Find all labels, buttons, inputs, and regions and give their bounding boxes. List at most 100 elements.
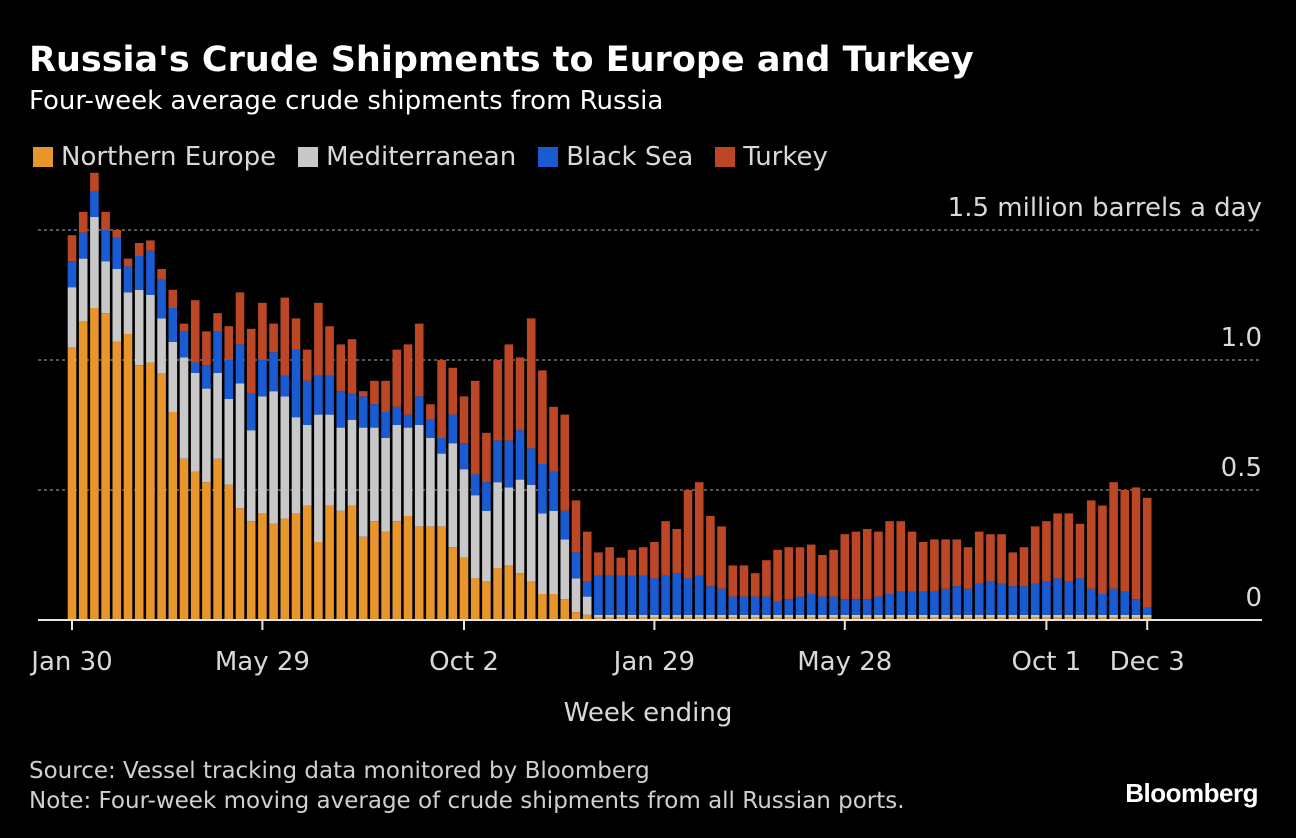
bar-segment bbox=[672, 573, 682, 615]
bar-segment bbox=[717, 588, 726, 615]
bar-segment bbox=[605, 547, 614, 576]
bar-segment bbox=[224, 326, 234, 360]
bar-segment bbox=[874, 596, 883, 615]
bar-segment bbox=[538, 594, 547, 620]
bar-segment bbox=[862, 614, 872, 618]
bar-segment bbox=[773, 549, 782, 602]
bar-segment bbox=[157, 318, 166, 373]
bar-segment bbox=[930, 591, 939, 615]
bar-segment bbox=[101, 211, 110, 230]
bar-segment bbox=[885, 614, 894, 618]
bar-segment bbox=[594, 552, 603, 576]
bar-segment bbox=[941, 588, 950, 615]
bar-segment bbox=[818, 596, 827, 615]
bar-segment bbox=[515, 479, 525, 574]
bar-segment bbox=[269, 323, 278, 353]
bar-segment bbox=[784, 614, 794, 618]
bar-segment bbox=[179, 458, 189, 620]
bar-segment bbox=[258, 302, 267, 360]
bar-segment bbox=[694, 614, 704, 618]
bar-segment bbox=[739, 565, 749, 597]
bar-segment bbox=[851, 599, 861, 615]
bar-segment bbox=[997, 614, 1006, 618]
bar-segment bbox=[1142, 614, 1152, 618]
y-tick-label: 1.0 bbox=[1221, 323, 1262, 353]
bar-segment bbox=[694, 575, 704, 615]
bar-segment bbox=[784, 547, 794, 600]
bar-segment bbox=[168, 308, 178, 342]
bar-segment bbox=[1131, 599, 1141, 615]
bar-segment bbox=[851, 531, 861, 600]
bar-segment bbox=[134, 243, 144, 256]
bar-segment bbox=[470, 578, 480, 620]
bar-segment bbox=[840, 617, 850, 620]
bar-segment bbox=[370, 521, 379, 620]
bar-segment bbox=[134, 289, 144, 366]
bar-segment bbox=[974, 617, 984, 620]
bar-segment bbox=[459, 396, 469, 444]
bar-segment bbox=[1086, 617, 1096, 620]
legend-label: Black Sea bbox=[566, 142, 694, 172]
bar-segment bbox=[974, 614, 984, 618]
bar-segment bbox=[762, 617, 771, 620]
bar-segment bbox=[1075, 578, 1085, 615]
bar-segment bbox=[974, 583, 984, 615]
bar-segment bbox=[403, 344, 413, 415]
bar-segment bbox=[1075, 523, 1085, 579]
bar-segment bbox=[482, 482, 491, 511]
bar-segment bbox=[101, 261, 110, 314]
bar-segment bbox=[986, 614, 995, 618]
bar-segment bbox=[616, 575, 626, 615]
bar-segment bbox=[459, 469, 469, 558]
bar-segment bbox=[459, 443, 469, 470]
bar-segment bbox=[448, 367, 458, 415]
bar-segment bbox=[1086, 614, 1096, 618]
bar-segment bbox=[851, 614, 861, 618]
bar-segment bbox=[582, 581, 592, 597]
bar-segment bbox=[280, 396, 290, 519]
bar-segment bbox=[67, 347, 77, 620]
bar-segment bbox=[291, 513, 301, 620]
bar-segment bbox=[773, 614, 782, 618]
bar-segment bbox=[560, 539, 570, 600]
bar-segment bbox=[762, 614, 771, 618]
bar-segment bbox=[549, 406, 558, 472]
bar-segment bbox=[235, 508, 245, 620]
bar-segment bbox=[1086, 588, 1096, 615]
bar-segment bbox=[1109, 614, 1118, 618]
bar-segment bbox=[605, 575, 614, 615]
bar-segment bbox=[885, 521, 894, 594]
bar-segment bbox=[224, 360, 234, 399]
bar-segment bbox=[123, 258, 133, 267]
bar-segment bbox=[1131, 614, 1141, 618]
bar-segment bbox=[123, 334, 133, 620]
bar-segment bbox=[560, 599, 570, 620]
bar-segment bbox=[157, 269, 166, 280]
bar-segment bbox=[907, 614, 917, 618]
bar-segment bbox=[829, 617, 838, 620]
bar-segment bbox=[784, 599, 794, 615]
chart-title: Russia's Crude Shipments to Europe and T… bbox=[29, 40, 974, 80]
bar-segment bbox=[470, 474, 480, 496]
bar-segment bbox=[717, 614, 726, 618]
bar-segment bbox=[459, 557, 469, 620]
bar-segment bbox=[706, 614, 715, 618]
bar-segment bbox=[750, 617, 760, 620]
bar-segment bbox=[997, 583, 1006, 615]
bar-segment bbox=[560, 510, 570, 540]
bar-segment bbox=[1098, 614, 1107, 618]
bar-segment bbox=[1042, 581, 1051, 615]
bar-segment bbox=[101, 313, 110, 620]
bar-segment bbox=[918, 591, 928, 615]
legend-item-turkey: Turkey bbox=[715, 142, 828, 172]
bar-segment bbox=[190, 373, 200, 472]
bar-segment bbox=[302, 380, 312, 425]
bar-segment bbox=[818, 617, 827, 620]
bar-segment bbox=[515, 357, 525, 431]
bar-segment bbox=[706, 586, 715, 615]
bar-segment bbox=[918, 614, 928, 618]
bar-segment bbox=[101, 230, 110, 262]
bar-segment bbox=[392, 425, 402, 522]
bar-segment bbox=[582, 596, 592, 615]
bar-segment bbox=[258, 360, 267, 397]
